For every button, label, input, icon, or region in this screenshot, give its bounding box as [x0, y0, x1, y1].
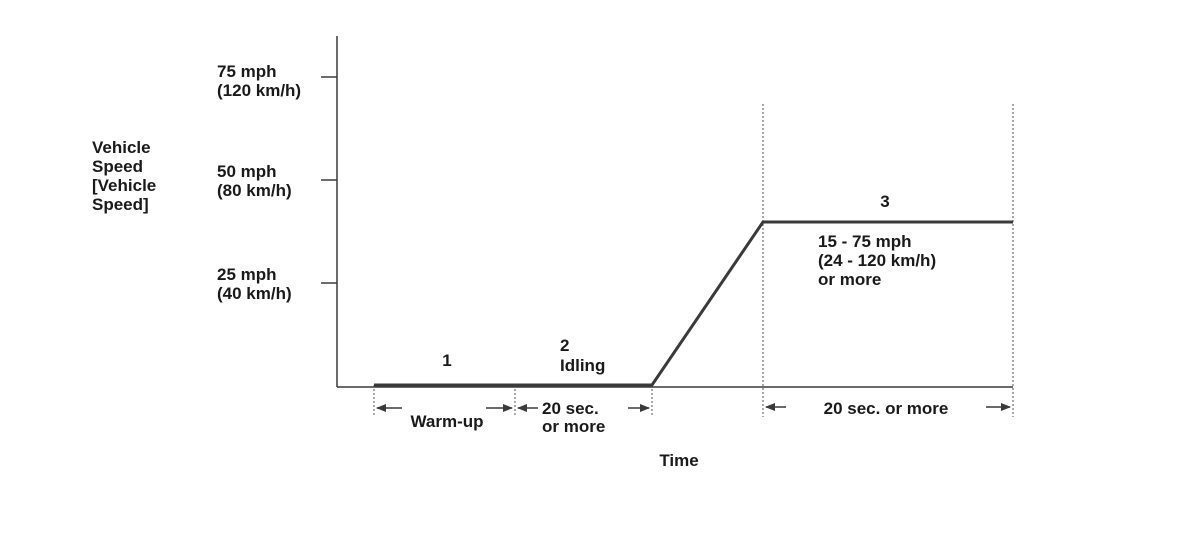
phase-2-number: 2 — [560, 336, 569, 355]
phase-3-number: 3 — [880, 192, 889, 211]
y-axis-label-line2: Speed — [92, 157, 143, 176]
y-axis-label-line3: [Vehicle — [92, 176, 156, 195]
tick-label-80-kmh: (80 km/h) — [217, 181, 292, 200]
phase-3-speed-line3: or more — [818, 270, 881, 289]
phase-3-duration: 20 sec. or more — [824, 399, 949, 418]
phase-3-speed-line1: 15 - 75 mph — [818, 232, 912, 251]
phase-3-speed-line2: (24 - 120 km/h) — [818, 251, 936, 270]
phase-2-name: Idling — [560, 356, 605, 375]
phase-1-duration: Warm-up — [410, 412, 483, 431]
x-axis-label: Time — [659, 451, 698, 470]
phase-1-number: 1 — [442, 351, 451, 370]
tick-label-50-mph: 50 mph — [217, 162, 277, 181]
tick-label-25-mph: 25 mph — [217, 265, 277, 284]
tick-label-40-kmh: (40 km/h) — [217, 284, 292, 303]
tick-label-120-kmh: (120 km/h) — [217, 81, 301, 100]
phase-2-duration-line2: or more — [542, 417, 605, 436]
y-axis-label-line1: Vehicle — [92, 138, 151, 157]
tick-label-75-mph: 75 mph — [217, 62, 277, 81]
y-axis-label-line4: Speed] — [92, 195, 149, 214]
phase-2-duration-line1: 20 sec. — [542, 399, 599, 418]
speed-profile-line — [374, 220, 1013, 387]
